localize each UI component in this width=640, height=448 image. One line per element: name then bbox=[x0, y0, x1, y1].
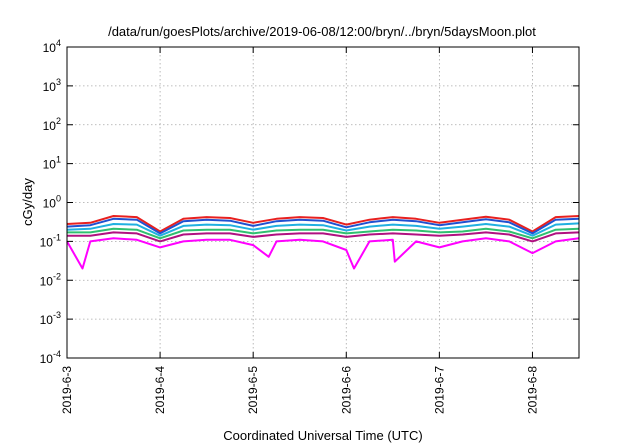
x-tick-label: 2019-6-6 bbox=[339, 366, 353, 414]
x-tick-label: 2019-6-7 bbox=[432, 366, 446, 414]
y-tick-base: 10 bbox=[40, 352, 54, 366]
y-tick-exponent: 2 bbox=[56, 116, 61, 126]
y-tick-base: 10 bbox=[43, 41, 57, 55]
x-axis: 2019-6-3 2019-6-4 2019-6-5 2019-6-6 2019-6-7… bbox=[60, 47, 539, 414]
y-tick-base: 10 bbox=[43, 197, 57, 211]
y-tick-label: 103 bbox=[43, 77, 61, 94]
y-tick-exponent: 4 bbox=[56, 38, 61, 48]
x-tick-label: 2019-6-5 bbox=[246, 366, 260, 414]
series-layer bbox=[66, 215, 580, 270]
y-tick-exponent: -2 bbox=[53, 271, 61, 281]
chart-title: /data/run/goesPlots/archive/2019-06-08/1… bbox=[108, 24, 536, 39]
y-tick-label: 102 bbox=[43, 116, 61, 133]
y-tick-exponent: -1 bbox=[53, 232, 61, 242]
y-axis-label: cGy/day bbox=[20, 178, 35, 226]
y-tick-exponent: 3 bbox=[56, 77, 61, 87]
y-tick-label: 10-2 bbox=[40, 271, 61, 288]
y-tick-base: 10 bbox=[43, 119, 57, 133]
y-tick-exponent: 0 bbox=[56, 194, 61, 204]
x-tick-label: 2019-6-4 bbox=[153, 366, 167, 414]
y-tick-label: 100 bbox=[43, 194, 61, 211]
series-line-3 bbox=[66, 222, 580, 237]
y-tick-label: 10-3 bbox=[40, 310, 61, 327]
y-tick-base: 10 bbox=[40, 274, 54, 288]
y-tick-exponent: 1 bbox=[56, 155, 61, 165]
grid bbox=[67, 47, 579, 358]
y-tick-label: 10-1 bbox=[40, 232, 61, 249]
x-tick-label: 2019-6-3 bbox=[60, 366, 74, 414]
y-tick-base: 10 bbox=[40, 313, 54, 327]
series-line-6 bbox=[66, 237, 580, 270]
series-line-2 bbox=[66, 217, 580, 235]
y-tick-base: 10 bbox=[43, 158, 57, 172]
y-tick-base: 10 bbox=[40, 235, 54, 249]
y-tick-label: 104 bbox=[43, 38, 61, 55]
series-line-1 bbox=[66, 215, 580, 233]
series-line-4 bbox=[67, 227, 580, 240]
y-tick-label: 10-4 bbox=[40, 349, 61, 366]
y-tick-exponent: -3 bbox=[53, 310, 61, 320]
y-tick-exponent: -4 bbox=[53, 349, 61, 359]
series-line-5 bbox=[67, 231, 580, 243]
y-tick-base: 10 bbox=[43, 80, 57, 94]
y-tick-label: 101 bbox=[43, 155, 61, 172]
x-tick-label: 2019-6-8 bbox=[525, 366, 539, 414]
x-axis-label: Coordinated Universal Time (UTC) bbox=[223, 428, 422, 443]
